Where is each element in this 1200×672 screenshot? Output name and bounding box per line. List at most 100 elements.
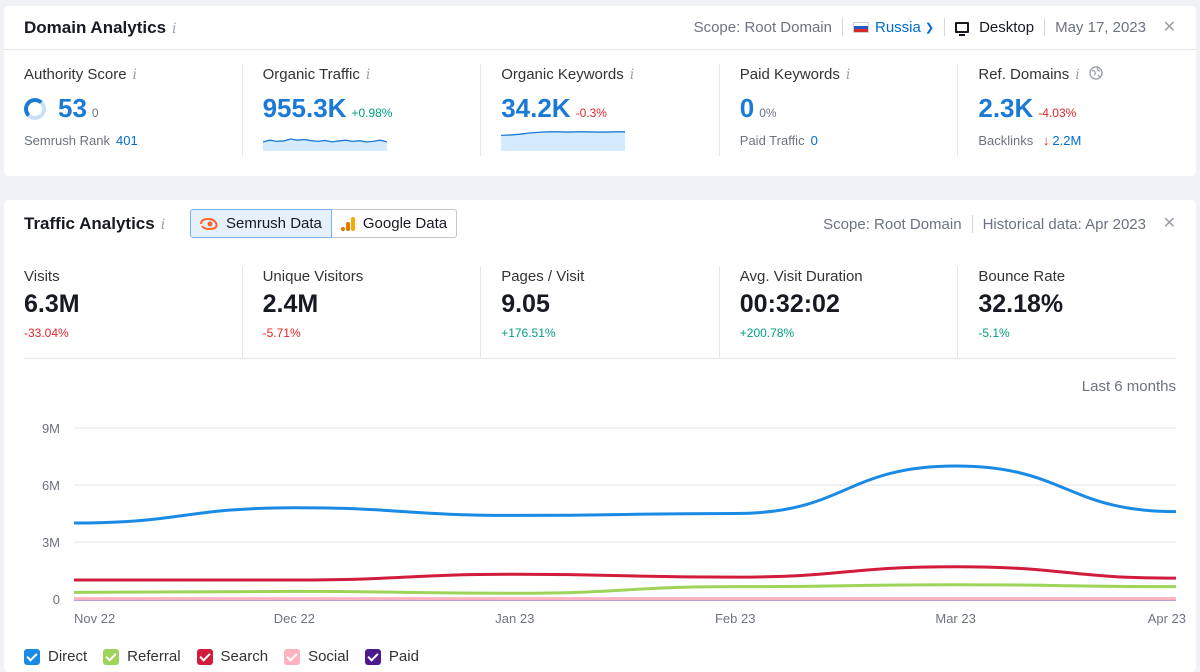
tab-google-data[interactable]: Google Data (331, 209, 458, 238)
x-tick-label: Nov 22 (74, 611, 115, 626)
checkbox-checked-icon[interactable] (284, 648, 301, 665)
metric-value[interactable]: 2.3K (978, 93, 1034, 123)
country-label: Russia (874, 18, 921, 36)
info-icon[interactable]: i (132, 67, 138, 83)
organic-traffic-spark-area (262, 139, 387, 151)
device-label: Desktop (979, 18, 1035, 36)
organic-traffic-spark-line (262, 138, 387, 143)
divider (841, 18, 843, 36)
device-selector[interactable]: Desktop (955, 19, 1034, 36)
traffic-analytics-card: Traffic Analytics i Semrush Data Google D… (4, 200, 1196, 672)
tab-label: Google Data (362, 215, 448, 232)
metric-label: Paid Keywords (739, 66, 840, 83)
x-tick-label: Mar 23 (935, 611, 975, 626)
metric-value[interactable]: 34.2K (501, 93, 571, 123)
info-icon[interactable]: i (629, 67, 635, 83)
organic-keywords-spark-line (501, 131, 626, 137)
info-icon[interactable]: i (365, 67, 371, 83)
historical-data-label: Historical data: Apr 2023 (982, 215, 1146, 233)
semrush-flame-icon (200, 217, 218, 230)
data-source-tabs: Semrush Data Google Data (190, 209, 458, 238)
metric-label: Ref. Domains (978, 66, 1070, 83)
period-label[interactable]: Last 6 months (1081, 378, 1176, 395)
y-tick-label: 9M (42, 421, 60, 436)
metric-label: Visits (24, 268, 60, 285)
legend-label: Search (220, 648, 269, 665)
y-tick-label: 0 (53, 592, 60, 607)
traffic-chart: 9M 6M 3M 0 Nov 22 Dec 22 Jan 23 Feb 23 Mar 23 Apr… (42, 421, 1186, 626)
metric-delta: -5.1% (978, 326, 1010, 340)
checkbox-checked-icon[interactable] (103, 648, 120, 665)
chart-legend: Direct Referral Search Social Paid (24, 648, 435, 665)
authority-donut-icon (24, 98, 46, 120)
country-selector[interactable]: Russia ❯ (852, 18, 935, 36)
legend-item-direct[interactable]: Direct (24, 648, 87, 665)
legend-item-search[interactable]: Search (196, 648, 269, 665)
traffic-metrics: Visits 6.3M -33.04% Unique Visitors 2.4M… (4, 266, 1196, 358)
sub-label: Backlinks (978, 133, 1034, 148)
info-icon[interactable]: i (160, 217, 166, 233)
series-line-referral[interactable] (73, 583, 1177, 595)
legend-item-paid[interactable]: Paid (364, 648, 419, 665)
metric-delta: +0.98% (351, 106, 393, 120)
date-label: May 17, 2023 (1055, 18, 1146, 36)
metric-value: 9.05 (501, 290, 550, 318)
checkbox-checked-icon[interactable] (196, 648, 213, 665)
scope-label: Scope: Root Domain (823, 215, 962, 233)
metric-organic-keywords: Organic Keywords i 34.2K -0.3% (480, 64, 719, 156)
checkbox-checked-icon[interactable] (364, 648, 381, 665)
x-tick-label: Jan 23 (495, 611, 534, 626)
series-line-search[interactable] (74, 565, 1177, 582)
x-tick-label: Apr 23 (1148, 611, 1186, 626)
metric-value: 00:32:02 (739, 290, 840, 318)
metric-value[interactable]: 0 (739, 93, 755, 123)
tab-semrush-data[interactable]: Semrush Data (190, 209, 332, 238)
close-icon[interactable]: ✕ (1162, 19, 1176, 36)
info-icon[interactable]: i (845, 67, 851, 83)
metric-delta: -5.71% (262, 326, 301, 340)
backlinks-link[interactable]: 2.2M (1052, 133, 1082, 148)
domain-metrics: Authority Score i 53 0 Semrush Rank 401 Or… (4, 50, 1196, 176)
arrow-down-icon: ↓ (1042, 133, 1050, 148)
domain-analytics-title: Domain Analytics i (24, 18, 177, 37)
domain-analytics-controls: Scope: Root Domain Russia ❯ Desktop May … (694, 18, 1146, 36)
legend-item-referral[interactable]: Referral (103, 648, 181, 665)
metric-label: Avg. Visit Duration (739, 268, 863, 285)
close-icon[interactable]: ✕ (1162, 215, 1176, 232)
metric-label: Organic Keywords (501, 66, 624, 83)
metric-delta: 0 (91, 106, 99, 120)
paid-traffic-link[interactable]: 0 (810, 133, 818, 148)
organic-traffic-sparkline (262, 138, 387, 151)
metric-value[interactable]: 955.3K (262, 93, 347, 123)
semrush-rank-link[interactable]: 401 (115, 133, 138, 148)
metric-value[interactable]: 53 (58, 93, 87, 123)
checkbox-checked-icon[interactable] (24, 648, 40, 665)
metric-label: Unique Visitors (262, 268, 364, 285)
google-analytics-icon (340, 216, 355, 231)
organic-keywords-spark-area (501, 131, 626, 151)
section-divider (24, 358, 1176, 359)
series-line-direct[interactable] (73, 464, 1177, 525)
legend-label: Paid (388, 648, 419, 665)
info-icon[interactable]: i (1075, 67, 1080, 83)
desktop-monitor-icon (955, 21, 970, 36)
y-tick-label: 6M (42, 478, 60, 493)
metric-value: 2.4M (262, 290, 319, 318)
legend-item-social[interactable]: Social (284, 648, 349, 665)
metric-label: Bounce Rate (978, 268, 1066, 285)
metric-ref-domains: Ref. Domains i 2.3K -4.03% Backlinks ↓ 2.2… (957, 64, 1196, 156)
organic-keywords-sparkline (501, 131, 626, 151)
metric-delta: +200.78% (739, 326, 795, 340)
divider (1044, 18, 1046, 36)
globe-icon[interactable] (1089, 66, 1103, 80)
metric-organic-traffic: Organic Traffic i 955.3K +0.98% (241, 64, 481, 156)
metric-delta: -0.3% (575, 106, 607, 120)
metric-delta: -4.03% (1038, 106, 1077, 120)
chevron-down-icon: ❯ (924, 21, 935, 34)
domain-analytics-header: Domain Analytics i Scope: Root Domain Rus… (4, 6, 1196, 50)
domain-analytics-card: Domain Analytics i Scope: Root Domain Rus… (4, 6, 1196, 176)
info-icon[interactable]: i (172, 21, 177, 37)
metric-delta: 0% (759, 106, 777, 120)
y-tick-label: 3M (42, 535, 60, 550)
traffic-analytics-controls: Scope: Root Domain Historical data: Apr … (823, 215, 1146, 233)
